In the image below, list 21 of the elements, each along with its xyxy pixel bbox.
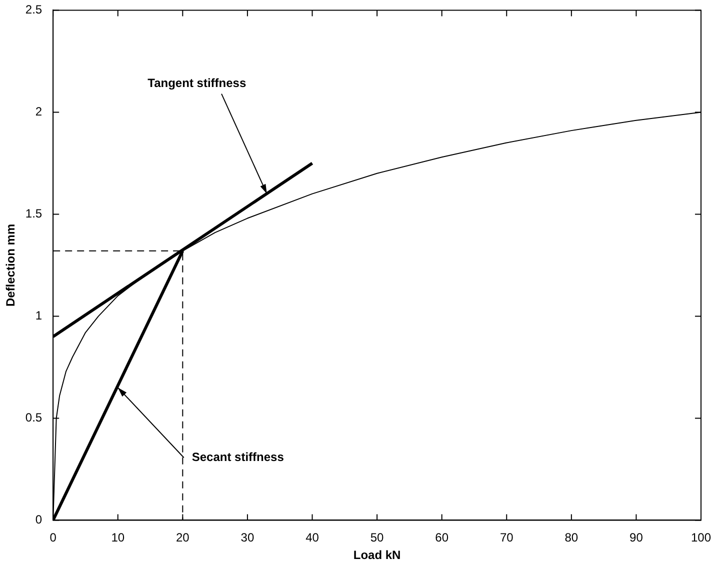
- y-tick-label: 2: [35, 104, 42, 119]
- x-tick-label: 90: [630, 530, 644, 545]
- x-tick-label: 40: [306, 530, 320, 545]
- x-tick-label: 100: [690, 530, 712, 545]
- y-tick-label: 2.5: [25, 2, 42, 17]
- y-axis-title: Deflection mm: [4, 224, 18, 307]
- x-tick-label: 50: [370, 530, 384, 545]
- x-axis-title: Load kN: [353, 548, 401, 562]
- x-tick-label: 30: [240, 530, 254, 545]
- x-tick-label: 20: [176, 530, 190, 545]
- x-tick-label: 60: [435, 530, 449, 545]
- x-tick-label: 80: [564, 530, 578, 545]
- annotation: Secant stiffness: [192, 450, 284, 464]
- y-tick-label: 0.5: [25, 410, 42, 425]
- y-tick-label: 0: [35, 512, 42, 527]
- y-tick-label: 1.5: [25, 206, 42, 221]
- x-tick-label: 70: [500, 530, 514, 545]
- annotation: Tangent stiffness: [148, 76, 246, 90]
- x-tick-label: 0: [50, 530, 57, 545]
- y-tick-label: 1: [35, 308, 42, 323]
- x-tick-label: 10: [111, 530, 125, 545]
